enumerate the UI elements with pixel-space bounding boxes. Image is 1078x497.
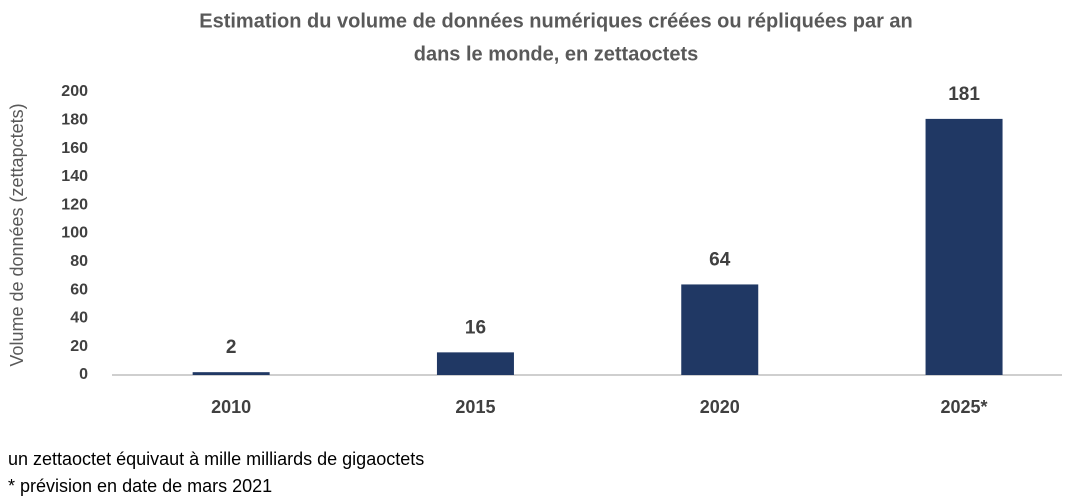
note: * prévision en date de mars 2021 — [8, 476, 272, 496]
bar — [436, 352, 514, 375]
y-tick-label: 120 — [61, 196, 88, 213]
y-tick-label: 140 — [61, 168, 88, 185]
bar — [681, 284, 759, 375]
x-tick-label: 2010 — [211, 397, 251, 417]
y-tick-label: 180 — [61, 112, 88, 129]
x-tick-label: 2025* — [941, 397, 988, 417]
data-label: 2 — [226, 337, 237, 358]
chart-title: dans le monde, en zettaoctets — [414, 43, 699, 65]
data-label: 16 — [465, 317, 486, 338]
bar — [925, 118, 1003, 375]
y-tick-label: 60 — [70, 281, 88, 298]
y-tick-label: 200 — [61, 83, 88, 100]
x-tick-label: 2020 — [700, 397, 740, 417]
bar — [192, 372, 270, 375]
y-tick-label: 20 — [70, 338, 88, 355]
chart-title: Estimation du volume de données numériqu… — [199, 10, 913, 32]
y-axis-label: Volume de données (zettapctets) — [7, 103, 27, 366]
y-tick-label: 160 — [61, 140, 88, 157]
y-tick-label: 0 — [79, 366, 88, 383]
y-tick-label: 100 — [61, 225, 88, 242]
y-tick-label: 40 — [70, 310, 88, 327]
y-tick-label: 80 — [70, 253, 88, 270]
note: un zettaoctet équivaut à mille milliards… — [8, 449, 424, 469]
x-tick-label: 2015 — [455, 397, 495, 417]
data-label: 181 — [948, 84, 980, 105]
data-label: 64 — [709, 249, 731, 270]
